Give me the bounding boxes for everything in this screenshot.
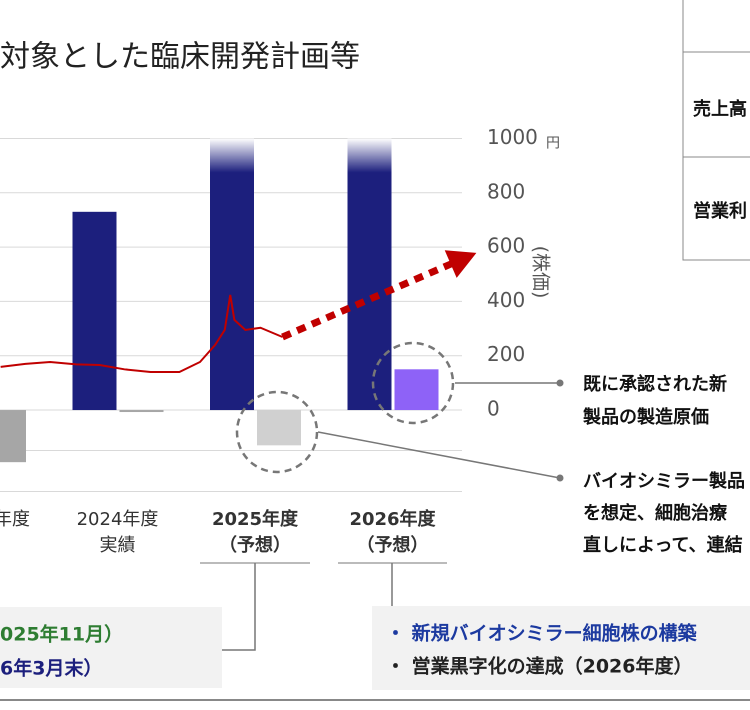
bar	[72, 211, 117, 411]
callout-dot	[556, 474, 564, 482]
y-tick-label: 0	[487, 397, 500, 421]
annotation: 製品の製造原価	[582, 406, 709, 428]
annotation: 直しによって、連結	[583, 534, 743, 556]
highlight-circle	[371, 341, 455, 425]
note: ・ 新規バイオシミラー細胞株の構築	[386, 622, 698, 645]
bar	[257, 410, 301, 446]
table-frame	[682, 0, 750, 261]
table-cell: 営業利	[693, 200, 747, 222]
x-tick-label: 年度	[0, 509, 30, 530]
x-tick-note: （予想）	[219, 534, 291, 556]
y-axis-label: (株価)	[530, 246, 552, 299]
note-box	[0, 607, 222, 688]
x-tick-label: 2024年度	[77, 509, 159, 530]
note-box	[372, 606, 750, 690]
bar	[347, 138, 392, 411]
slide-title: 対象とした臨床開発計画等	[0, 40, 360, 75]
bar	[0, 410, 26, 463]
highlight-circle	[235, 390, 319, 474]
callout-dot	[556, 379, 564, 387]
line	[281, 254, 467, 341]
y-tick-label: 200	[487, 342, 525, 366]
x-tick-label: 2025年度	[212, 508, 299, 530]
bar	[394, 369, 439, 411]
y-tick-label: 1000	[487, 125, 538, 149]
annotation: バイオシミラー製品	[583, 471, 745, 492]
x-tick-note: 実績	[100, 535, 136, 556]
y-tick-label: 600	[487, 234, 525, 258]
bar	[119, 410, 164, 413]
note: ・ 営業黒字化の達成（2026年度）	[386, 655, 693, 678]
note: 025年11月）	[0, 623, 123, 646]
callout-line	[317, 431, 561, 479]
bar-fade	[347, 138, 392, 173]
y-unit: 円	[546, 136, 560, 152]
bar-fade	[210, 138, 254, 173]
table-cell: 売上高	[693, 98, 747, 120]
bar	[210, 138, 254, 411]
y-tick-label: 400	[487, 288, 525, 312]
connector	[222, 563, 256, 651]
note: 6年3月末）	[0, 657, 102, 680]
y-tick-label: 800	[487, 179, 525, 203]
arrow-head	[444, 250, 477, 278]
line	[0, 294, 283, 374]
annotation: を想定、細胞治療	[583, 502, 728, 524]
x-tick-label: 2026年度	[349, 508, 436, 530]
annotation: 既に承認された新	[583, 373, 727, 395]
x-tick-note: （予想）	[357, 534, 429, 556]
